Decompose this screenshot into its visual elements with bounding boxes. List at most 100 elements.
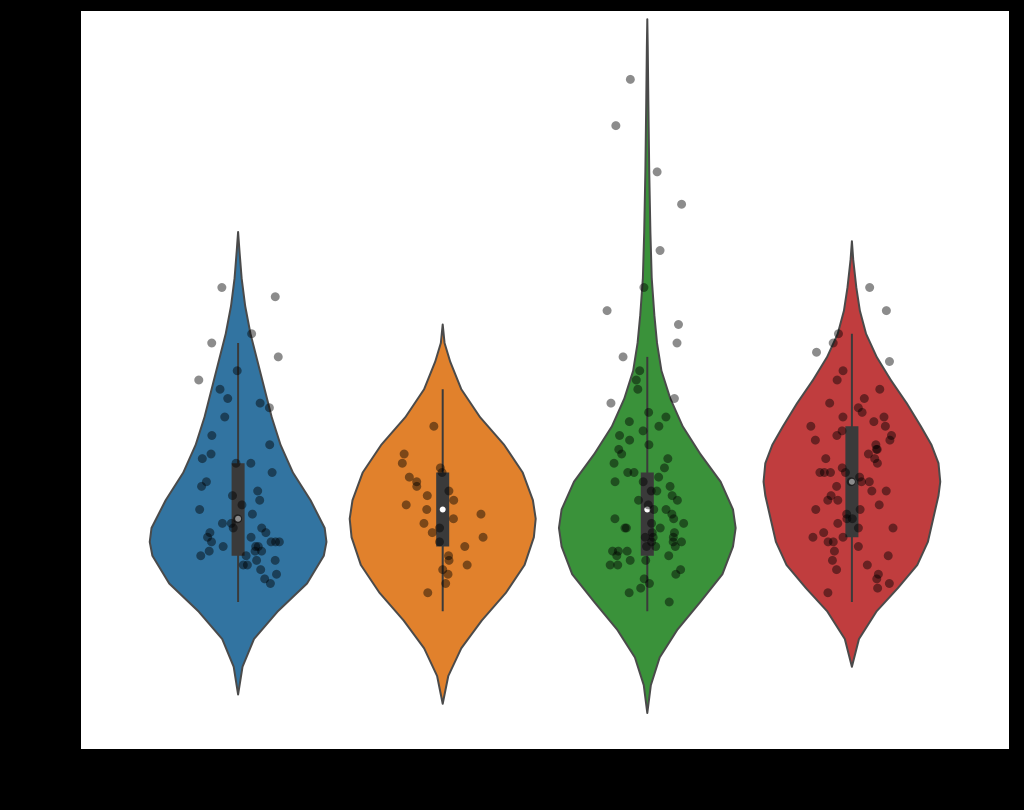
violin-0-point (246, 459, 255, 468)
violin-3-point (811, 505, 820, 514)
violin-3-point (854, 542, 863, 551)
violin-3-point (833, 496, 842, 505)
violin-3-point (819, 528, 828, 537)
violin-3-point (839, 366, 848, 375)
violin-3-point (811, 436, 820, 445)
violin-2-point (608, 547, 617, 556)
violin-3-point (885, 357, 894, 366)
violin-3-point (828, 556, 837, 565)
violin-1-point (400, 450, 409, 459)
violin-0-point (228, 491, 237, 500)
chart-svg (0, 0, 1024, 810)
violin-3-point (848, 514, 857, 523)
violin-2-point (644, 408, 653, 417)
violin-2-point (677, 200, 686, 209)
violin-0-point (247, 533, 256, 542)
violin-3-point (841, 468, 850, 477)
violin-2-point (633, 385, 642, 394)
violin-0-point (223, 394, 232, 403)
violin-2-point (613, 561, 622, 570)
violin-2-point (670, 394, 679, 403)
violin-2-point (661, 413, 670, 422)
violin-0-point (217, 283, 226, 292)
violin-2-point (619, 352, 628, 361)
violin-0-point (256, 399, 265, 408)
violin-2-point (640, 574, 649, 583)
violin-3-point (854, 524, 863, 533)
violin-2-point (673, 339, 682, 348)
violin-3-point (808, 533, 817, 542)
violin-2-point (652, 487, 661, 496)
violin-3-point (826, 468, 835, 477)
violin-1-point (438, 565, 447, 574)
violin-3-point (812, 348, 821, 357)
violin-2-point (626, 75, 635, 84)
violin-2-point (665, 598, 674, 607)
violin-3-point (873, 445, 882, 454)
violin-3-point (889, 524, 898, 533)
violin-1-point (479, 533, 488, 542)
violin-0-point (196, 551, 205, 560)
violin-1-point (444, 487, 453, 496)
violin-2-point (651, 542, 660, 551)
violin-1-point (449, 514, 458, 523)
violin-0-point (233, 366, 242, 375)
violin-2-point (639, 426, 648, 435)
violin-0-point (253, 487, 262, 496)
violin-3-point (873, 584, 882, 593)
violin-2-point (625, 588, 634, 597)
violin-2-point (653, 167, 662, 176)
violin-3-point (874, 570, 883, 579)
violin-0-point (218, 519, 227, 528)
violin-3-point (830, 547, 839, 556)
violin-3-point (865, 477, 874, 486)
violin-3-point (860, 394, 869, 403)
violin-1-point (402, 500, 411, 509)
violin-0-point (256, 565, 265, 574)
violin-0-point (257, 524, 266, 533)
violin-3-point (839, 533, 848, 542)
violin-0-point (242, 551, 251, 560)
violin-0-point (272, 570, 281, 579)
violin-0-point (207, 431, 216, 440)
violin-2-point (610, 459, 619, 468)
violin-0-point (271, 556, 280, 565)
violin-2-point (647, 519, 656, 528)
violin-3-point (821, 454, 830, 463)
violin-3-point (847, 477, 856, 486)
violin-chart (0, 0, 1024, 810)
violin-0-point (265, 403, 274, 412)
violin-2-point (676, 565, 685, 574)
violin-2-point (649, 505, 658, 514)
violin-2-point (620, 524, 629, 533)
violin-2-point (666, 482, 675, 491)
violin-3-point (867, 487, 876, 496)
violin-0-point (265, 440, 274, 449)
violin-2-point (654, 422, 663, 431)
violin-3-point (832, 482, 841, 491)
violin-2-point (639, 477, 648, 486)
violin-2-point (673, 496, 682, 505)
violin-0-point (247, 329, 256, 338)
violin-0-point (237, 500, 246, 509)
violin-0-point (271, 292, 280, 301)
violin-2-point (634, 496, 643, 505)
violin-1-point (398, 459, 407, 468)
violin-3-point (875, 385, 884, 394)
violin-3-point (865, 283, 874, 292)
violin-1-point (476, 510, 485, 519)
violin-2-point (632, 376, 641, 385)
violin-2-point (626, 556, 635, 565)
violin-0-point (267, 537, 276, 546)
violin-1-point (429, 422, 438, 431)
violin-1-point (445, 556, 454, 565)
violin-2-point (644, 440, 653, 449)
violin-0-point (205, 547, 214, 556)
violin-3-point (806, 422, 815, 431)
violin-2-point (625, 436, 634, 445)
violin-3-point (870, 454, 879, 463)
violin-0-point (198, 454, 207, 463)
violin-1-point (449, 496, 458, 505)
violin-3-point (869, 417, 878, 426)
violin-0-point (205, 528, 214, 537)
